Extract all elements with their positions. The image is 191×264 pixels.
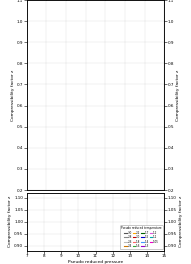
- Legend: 3.0, 2.8, 2.6, 2.4, 2.2, 2.0, 1.8, 1.6, 1.7, 1.5, 1.4, 1.3, 1.2, 1.1, 1.05: 3.0, 2.8, 2.6, 2.4, 2.2, 2.0, 1.8, 1.6, …: [120, 225, 163, 249]
- Y-axis label: Compressibility factor z: Compressibility factor z: [11, 69, 15, 121]
- X-axis label: Pseudo reduced pressure: Pseudo reduced pressure: [68, 260, 123, 264]
- Y-axis label: Compressibility factor z: Compressibility factor z: [176, 69, 180, 121]
- Y-axis label: Compressibility factor z: Compressibility factor z: [179, 196, 183, 247]
- Y-axis label: Compressibility factor z: Compressibility factor z: [8, 196, 12, 247]
